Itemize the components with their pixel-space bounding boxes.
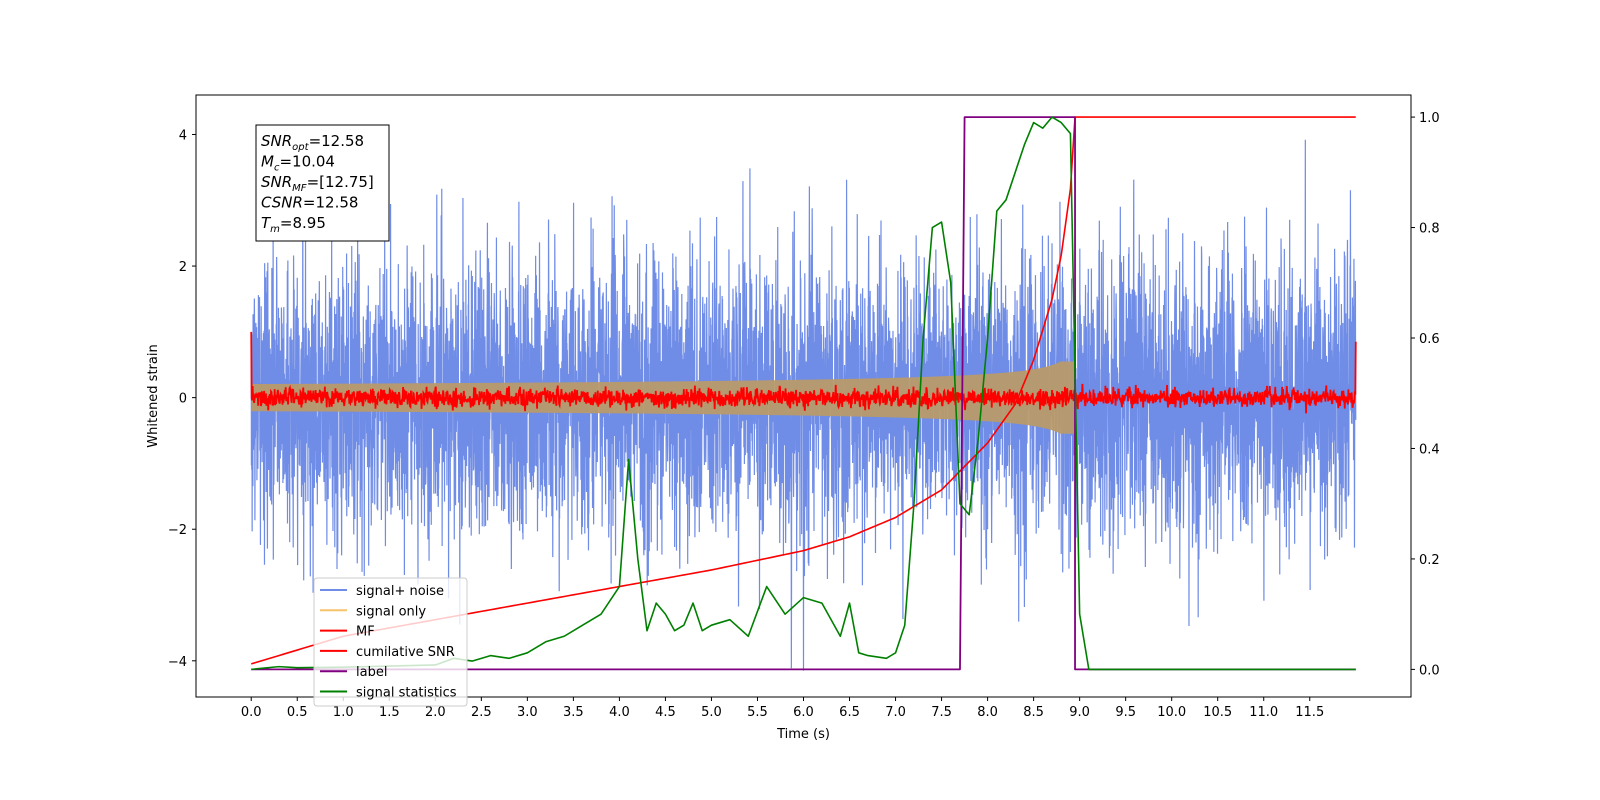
y-axis-label: Whitened strain xyxy=(146,344,161,447)
annotation-value: =10.04 xyxy=(279,153,335,171)
y-right-tick-label: 0.2 xyxy=(1419,553,1440,568)
annotation-value: =12.58 xyxy=(303,194,359,212)
annotation-symbol: T xyxy=(261,214,272,232)
x-axis-label: Time (s) xyxy=(776,727,830,742)
legend-label-signal-statistics: signal statistics xyxy=(356,686,457,701)
x-tick-label: 0.5 xyxy=(287,705,308,720)
x-tick-label: 9.5 xyxy=(1115,705,1136,720)
annotation-subscript: MF xyxy=(292,183,307,194)
x-tick-label: 2.0 xyxy=(425,705,446,720)
y-right-tick-label: 0.0 xyxy=(1419,663,1440,678)
annotation-line: CSNR=12.58 xyxy=(261,194,358,212)
x-tick-label: 4.0 xyxy=(609,705,630,720)
y-right-tick-label: 0.8 xyxy=(1419,222,1440,237)
x-tick-label: 6.0 xyxy=(793,705,814,720)
annotation-symbol: M xyxy=(261,153,274,171)
legend-label-mf: MF xyxy=(356,625,375,640)
y-right-tick-label: 1.0 xyxy=(1419,111,1440,126)
series-cumilative-snr-line xyxy=(251,116,1356,665)
y-left-tick-label: 0 xyxy=(179,392,187,407)
legend-label-signal-noise: signal+ noise xyxy=(356,584,444,599)
x-tick-label: 5.0 xyxy=(701,705,722,720)
y-left-tick-label: −4 xyxy=(168,655,187,670)
x-axis: 0.0 0.5 1.0 1.5 2.0 2.5 3.0 3.5 4.0 4.5 5.0 5.5 6.0 6… xyxy=(241,697,1324,720)
series-signal-statistics-line xyxy=(251,116,1356,671)
x-tick-label: 8.5 xyxy=(1023,705,1044,720)
annotation-subscript: opt xyxy=(292,142,309,153)
y-left-tick-label: −2 xyxy=(168,523,187,538)
annotation-subscript: m xyxy=(270,224,280,235)
series-signal-noise-line xyxy=(250,139,1357,671)
legend: signal+ noise signal only MF cumilative SNR… xyxy=(313,577,468,707)
series-mf-line xyxy=(250,331,1357,414)
y-left-tick-label: 2 xyxy=(179,260,187,275)
x-tick-label: 5.5 xyxy=(747,705,768,720)
legend-label-label: label xyxy=(356,665,387,680)
annotation-symbol: SNR xyxy=(261,173,292,191)
legend-label-cumilative-snr: cumilative SNR xyxy=(356,645,455,660)
x-tick-label: 7.0 xyxy=(885,705,906,720)
legend-frame xyxy=(313,577,468,707)
x-tick-label: 11.0 xyxy=(1249,705,1278,720)
x-tick-label: 1.5 xyxy=(379,705,400,720)
annotation-value: =8.95 xyxy=(280,214,326,232)
legend-label-signal-only: signal only xyxy=(356,604,426,619)
x-tick-label: 7.5 xyxy=(931,705,952,720)
y-axis-right: 1.0 0.8 0.6 0.4 0.2 0.0 xyxy=(1411,111,1440,678)
annotation-symbol: CSNR xyxy=(261,194,303,212)
annotation-symbol: SNR xyxy=(261,132,292,150)
y-left-tick-label: 4 xyxy=(179,128,187,143)
y-axis-left: 4 2 0 −2 −4 xyxy=(168,128,196,670)
y-right-tick-label: 0.6 xyxy=(1419,332,1440,347)
annotation-value: =12.58 xyxy=(309,132,365,150)
x-tick-label: 0.0 xyxy=(241,705,262,720)
x-tick-label: 11.5 xyxy=(1295,705,1324,720)
x-tick-label: 4.5 xyxy=(655,705,676,720)
x-tick-label: 1.0 xyxy=(333,705,354,720)
x-tick-label: 2.5 xyxy=(471,705,492,720)
annotation-box: SNRopt=12.58Mc=10.04SNRMF=[12.75]CSNR=12… xyxy=(255,124,390,242)
x-tick-label: 9.0 xyxy=(1069,705,1090,720)
annotation-frame xyxy=(255,124,390,242)
annotation-line: Mc=10.04 xyxy=(261,153,335,174)
annotation-subscript: c xyxy=(274,163,280,174)
x-tick-label: 10.0 xyxy=(1157,705,1186,720)
annotation-value: =[12.75] xyxy=(307,173,374,191)
x-tick-label: 6.5 xyxy=(839,705,860,720)
plot-area xyxy=(250,116,1357,671)
annotation-line: SNRopt=12.58 xyxy=(261,132,364,153)
x-tick-label: 3.5 xyxy=(563,705,584,720)
y-right-tick-label: 0.4 xyxy=(1419,442,1440,457)
x-tick-label: 10.5 xyxy=(1203,705,1232,720)
annotation-line: Tm=8.95 xyxy=(261,214,326,235)
x-tick-label: 3.0 xyxy=(517,705,538,720)
annotation-line: SNRMF=[12.75] xyxy=(261,173,374,194)
x-tick-label: 8.0 xyxy=(977,705,998,720)
